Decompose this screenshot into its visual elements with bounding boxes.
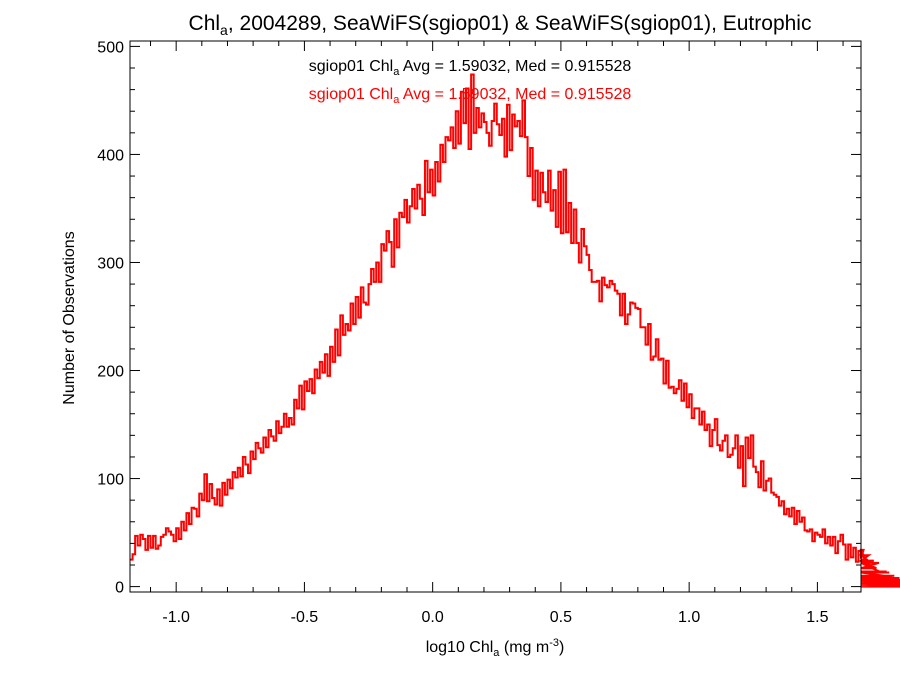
x-tick-label: -1.0 [162, 609, 190, 626]
x-tick-label: 0.0 [422, 609, 444, 626]
x-tick-label: 0.5 [550, 609, 572, 626]
plot-frame [129, 40, 862, 593]
annotation-red: sgiop01 Chla Avg = 1.59032, Med = 0.9155… [309, 86, 632, 106]
y-tick-label: 200 [97, 364, 124, 381]
y-tick-label: 100 [97, 472, 124, 489]
y-tick-label: 0 [115, 580, 124, 597]
chart-title: Chla, 2004289, SeaWiFS(sgiop01) & SeaWiF… [189, 12, 812, 38]
series-group [130, 73, 900, 588]
y-tick-label: 500 [97, 39, 124, 56]
histogram-series-line [130, 73, 900, 588]
x-tick-label: 1.5 [806, 609, 828, 626]
y-axis-label: Number of Observations [61, 231, 78, 404]
x-axis-label: log10 Chla (mg m-3) [426, 637, 565, 659]
x-tick-label: 1.0 [678, 609, 700, 626]
y-tick-label: 400 [97, 147, 124, 164]
y-axis: 0 100 200 300 400 500 [97, 39, 861, 597]
annotation-black: sgiop01 Chla Avg = 1.59032, Med = 0.9155… [309, 58, 632, 78]
y-tick-label: 300 [97, 255, 124, 272]
x-axis: -1.0 -0.5 0.0 0.5 1.0 1.5 [150, 41, 844, 626]
x-tick-label: -0.5 [291, 609, 319, 626]
